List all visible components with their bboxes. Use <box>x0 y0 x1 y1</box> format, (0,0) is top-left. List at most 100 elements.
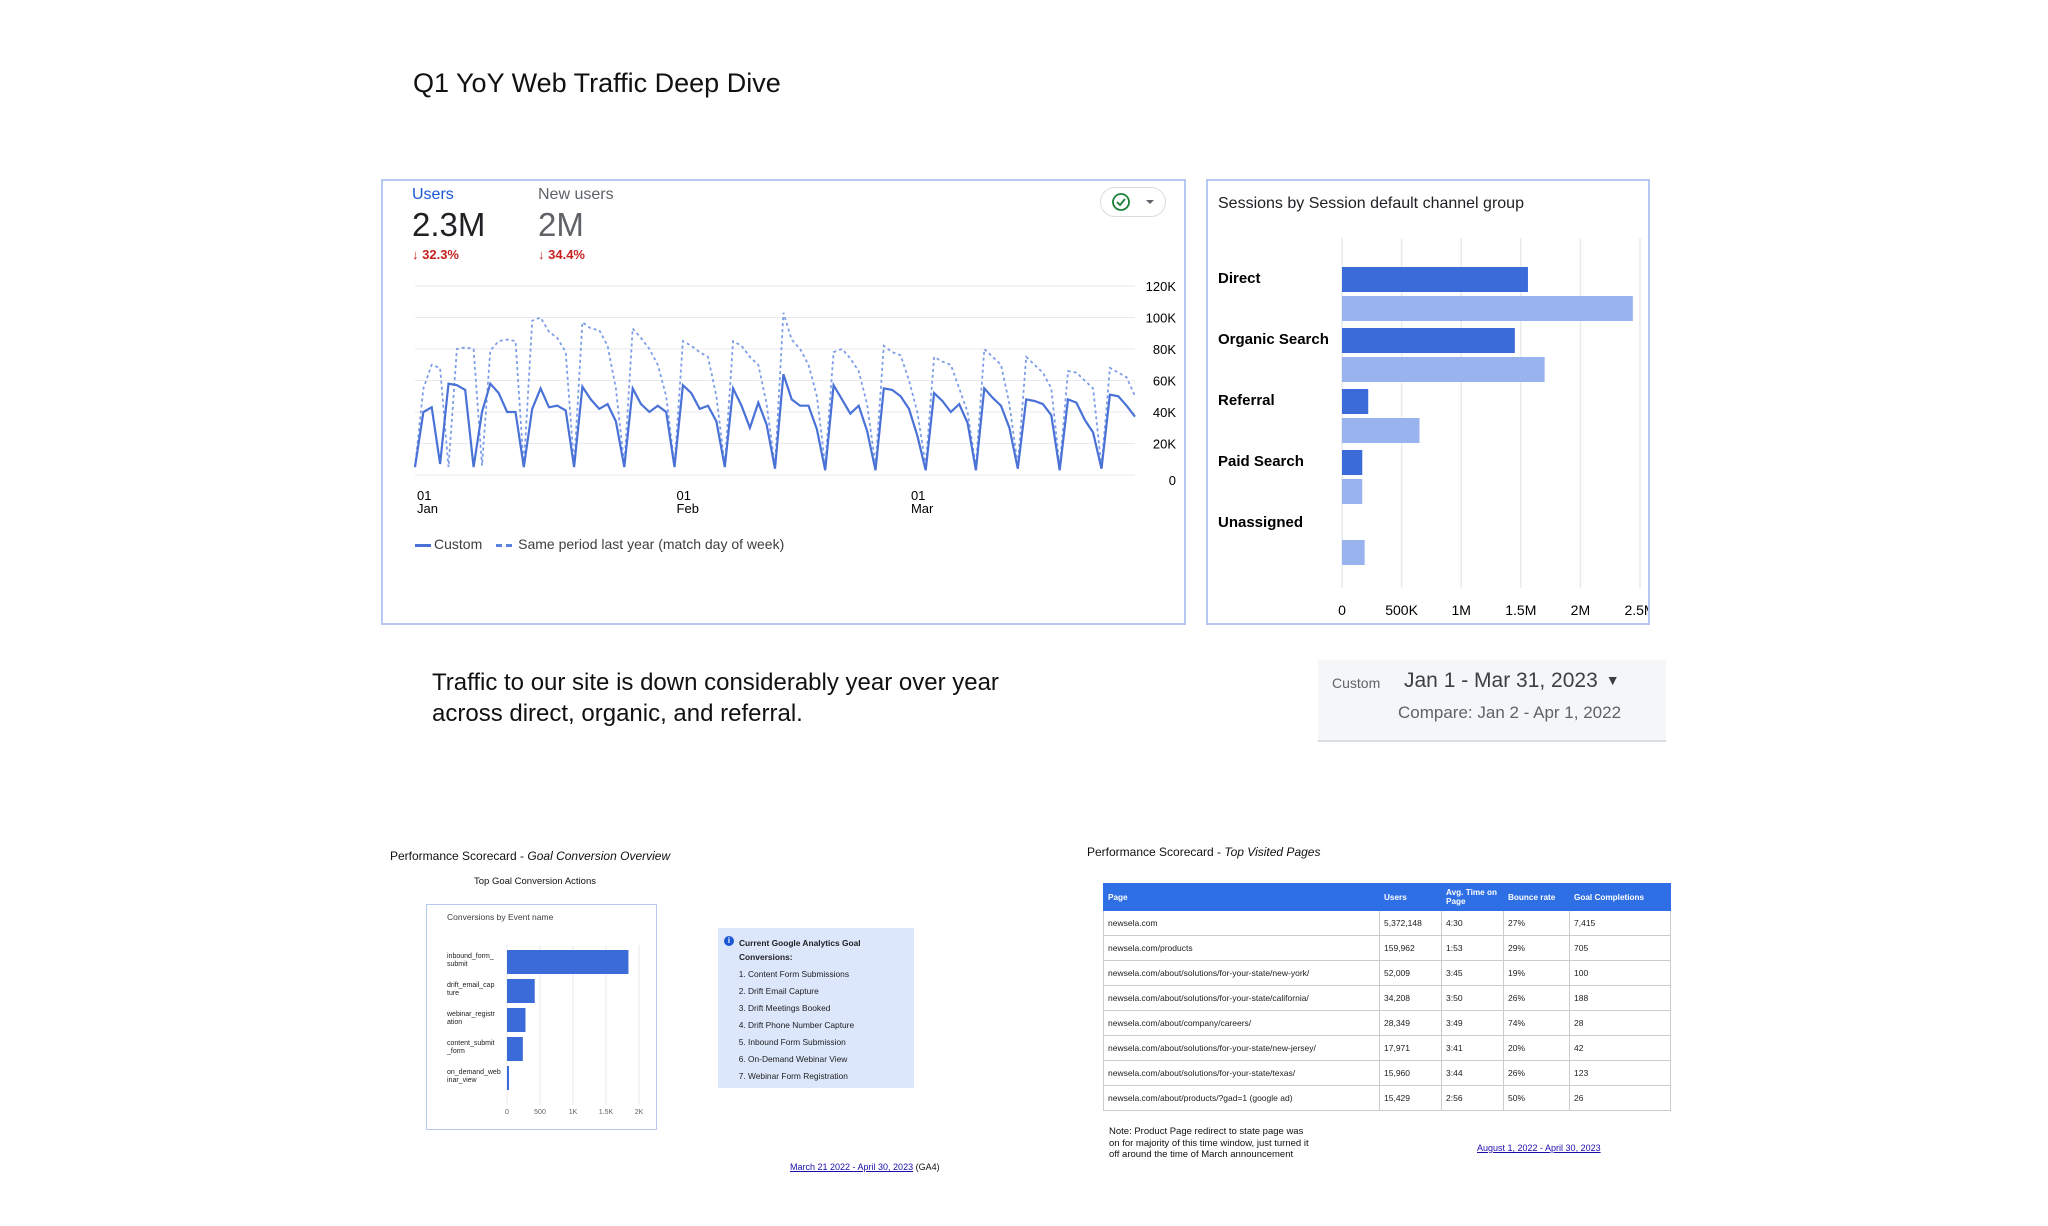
category-label: ation <box>447 1019 462 1026</box>
cell-avg-time: 1:53 <box>1441 935 1504 961</box>
goal-date-link[interactable]: March 21 2022 - April 30, 2023 <box>790 1162 914 1172</box>
table-row: newsela.com/about/solutions/for-your-sta… <box>1103 1060 1671 1086</box>
status-dropdown[interactable] <box>1100 187 1166 217</box>
arrow-down-icon: ↓ <box>538 247 549 262</box>
users-delta: ↓ 32.3% <box>412 247 485 262</box>
cell-users: 5,372,148 <box>1379 910 1442 936</box>
cell-avg-time: 3:44 <box>1441 1060 1504 1086</box>
cell-bounce: 29% <box>1503 935 1570 961</box>
col-header-goal-completions: Goal Completions <box>1569 883 1671 911</box>
cell-page: newsela.com/products <box>1103 935 1380 961</box>
date-range-picker[interactable]: Custom Jan 1 - Mar 31, 2023 ▼ Compare: Ja… <box>1318 660 1666 742</box>
sessions-bar-chart: 0 500K 1M 1.5M 2M 2.5M Direct Organic Search Ref… <box>1218 238 1648 618</box>
pages-date-link[interactable]: August 1, 2022 - April 30, 2023 <box>1477 1143 1601 1153</box>
traffic-legend: Custom Same period last year (match day … <box>415 536 784 552</box>
bar-previous <box>1342 296 1633 321</box>
category-label: inar_view <box>447 1077 478 1084</box>
pages-scorecard-title-prefix: Performance Scorecard - <box>1087 845 1225 859</box>
goal-scorecard-title: Performance Scorecard - Goal Conversion … <box>390 849 670 863</box>
cell-users: 15,429 <box>1379 1085 1442 1111</box>
bar-previous <box>1342 479 1363 504</box>
cell-users: 15,960 <box>1379 1060 1442 1086</box>
conversions-title: Conversions by Event name <box>447 912 554 922</box>
page-title: Q1 YoY Web Traffic Deep Dive <box>413 68 781 98</box>
cell-avg-time: 3:41 <box>1441 1035 1504 1061</box>
x-tick-label-day: 01 <box>677 488 691 503</box>
bar <box>507 1066 509 1090</box>
cell-page: newsela.com <box>1103 910 1380 936</box>
bar-previous <box>1342 357 1545 382</box>
cell-goal-completions: 188 <box>1569 985 1671 1011</box>
x-tick-label-day: 01 <box>417 488 431 503</box>
pages-scorecard-title: Performance Scorecard - Top Visited Page… <box>1087 845 1320 859</box>
bar-current <box>1342 267 1528 292</box>
table-body: newsela.com 5,372,148 4:30 27% 7,415 newsela.… <box>1103 910 1671 1111</box>
cell-bounce: 27% <box>1503 910 1570 936</box>
cell-page: newsela.com/about/solutions/for-your-sta… <box>1103 985 1380 1011</box>
x-tick-label: 2M <box>1571 602 1590 618</box>
category-label: drift_email_cap <box>447 982 495 989</box>
y-tick-label: 40K <box>1153 405 1176 420</box>
info-icon: i <box>724 936 734 946</box>
x-tick-label: 0 <box>1338 602 1346 618</box>
col-header-users: Users <box>1379 883 1442 911</box>
bar-previous <box>1342 540 1365 565</box>
users-metric-tab[interactable]: Users 2.3M ↓ 32.3% <box>412 186 485 262</box>
col-header-bounce: Bounce rate <box>1503 883 1570 911</box>
cell-users: 17,971 <box>1379 1035 1442 1061</box>
new-users-delta: ↓ 34.4% <box>538 247 614 262</box>
goal-scorecard-title-prefix: Performance Scorecard - <box>390 849 528 863</box>
cell-users: 34,208 <box>1379 985 1442 1011</box>
new-users-metric-tab[interactable]: New users 2M ↓ 34.4% <box>538 186 614 262</box>
cell-avg-time: 2:56 <box>1441 1085 1504 1111</box>
table-row: newsela.com 5,372,148 4:30 27% 7,415 <box>1103 910 1671 936</box>
y-tick-label: 120K <box>1146 279 1177 294</box>
cell-bounce: 20% <box>1503 1035 1570 1061</box>
sessions-title: Sessions by Session default channel grou… <box>1218 195 1524 212</box>
category-label: Referral <box>1218 392 1275 409</box>
ga-goal-item: Drift Phone Number Capture <box>748 1020 908 1030</box>
x-tick-label: 500K <box>1385 602 1418 618</box>
goal-scorecard-subtitle: Top Goal Conversion Actions <box>474 876 596 887</box>
conversions-card: Conversions by Event name 0 500 1K 1.5K 2K in… <box>426 904 657 1130</box>
check-circle-icon <box>1112 193 1154 211</box>
table-note: Note: Product Page redirect to state pag… <box>1109 1126 1309 1160</box>
table-header-row: Page Users Avg. Time on Page Bounce rate… <box>1103 883 1671 911</box>
cell-goal-completions: 26 <box>1569 1085 1671 1111</box>
cell-avg-time: 4:30 <box>1441 910 1504 936</box>
cell-bounce: 19% <box>1503 960 1570 986</box>
category-label: inbound_form_ <box>447 953 494 960</box>
x-tick-label: 1.5K <box>599 1109 614 1116</box>
goal-date-suffix: (GA4) <box>913 1162 940 1172</box>
compare-range: Compare: Jan 2 - Apr 1, 2022 <box>1398 703 1622 722</box>
summary-line-2: across direct, organic, and referral. <box>432 700 803 727</box>
arrow-down-icon: ↓ <box>412 247 423 262</box>
users-value: 2.3M <box>412 206 486 243</box>
x-tick-label: 1.5M <box>1505 602 1536 618</box>
caret-down-icon: ▼ <box>1605 672 1620 688</box>
sessions-card: Sessions by Session default channel grou… <box>1206 179 1650 625</box>
legend-solid-swatch <box>415 543 431 547</box>
col-header-page: Page <box>1103 883 1380 911</box>
top-pages-table: Page Users Avg. Time on Page Bounce rate… <box>1103 883 1671 1111</box>
table-row: newsela.com/about/company/careers/28,349… <box>1103 1010 1671 1036</box>
bar <box>507 1037 523 1061</box>
bar-current <box>1342 450 1363 475</box>
cell-avg-time: 3:49 <box>1441 1010 1504 1036</box>
new-users-label: New users <box>538 186 614 203</box>
cell-bounce: 26% <box>1503 1060 1570 1086</box>
cell-page: newsela.com/about/solutions/for-your-sta… <box>1103 1060 1380 1086</box>
bar-previous <box>1342 418 1420 443</box>
goal-scorecard-title-italic: Goal Conversion Overview <box>527 849 671 863</box>
x-tick-label-day: 01 <box>911 488 925 503</box>
ga-goal-item: Inbound Form Submission <box>748 1037 908 1047</box>
cell-goal-completions: 42 <box>1569 1035 1671 1061</box>
cell-avg-time: 3:45 <box>1441 960 1504 986</box>
cell-users: 52,009 <box>1379 960 1442 986</box>
bar <box>507 1008 526 1032</box>
conversions-bar-chart: 0 500 1K 1.5K 2K inbound_form_submit drift_ema… <box>446 945 644 1116</box>
legend-current: Custom <box>434 536 483 552</box>
category-label: submit <box>447 961 468 968</box>
table-row: newsela.com/about/solutions/for-your-sta… <box>1103 985 1671 1011</box>
cell-goal-completions: 123 <box>1569 1060 1671 1086</box>
